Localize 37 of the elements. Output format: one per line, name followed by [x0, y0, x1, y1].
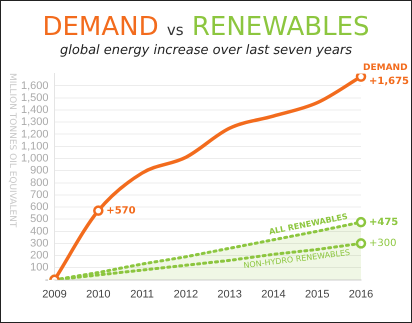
x-tick-label: 2016: [348, 288, 374, 300]
y-tick-label: 800: [30, 176, 49, 189]
text: NON-HYDRO RENEWABLES: [243, 248, 351, 270]
y-tick-label: 1,000: [20, 152, 49, 165]
y-tick-label: -: [44, 274, 49, 286]
y-tick-label: 1,200: [20, 128, 49, 140]
x-tick-label: 2014: [261, 288, 286, 300]
data-label: +1,675: [369, 76, 410, 88]
y-tick-label: 200: [30, 250, 49, 262]
data-label: +570: [106, 205, 136, 216]
y-tick-label: 500: [30, 213, 49, 226]
y-tick-label: 700: [30, 188, 49, 201]
point: [93, 205, 104, 216]
x-tick-label: 2010: [86, 288, 111, 300]
chart-title: DEMAND vs RENEWABLES: [42, 12, 370, 42]
point: [356, 238, 366, 249]
data-label: +300: [369, 238, 396, 250]
x-tick-label: 2013: [217, 288, 242, 300]
y-tick-label: 1,100: [20, 140, 49, 152]
y-tick-label: 1,300: [20, 116, 49, 128]
x-tick-label: 2011: [130, 288, 154, 300]
y-tick-label: 1,500: [20, 92, 49, 104]
x-tick-label: 2015: [304, 288, 330, 300]
chart-subtitle: global energy increase over last seven years: [59, 43, 353, 58]
y-tick-label: 1,600: [20, 80, 49, 92]
y-tick-label: 300: [30, 237, 49, 250]
x-tick-label: 2012: [174, 288, 198, 300]
y-tick-label: 1,400: [20, 104, 49, 116]
y-tick-label: 600: [30, 201, 49, 214]
y-tick-label: 400: [30, 225, 49, 238]
x-tick-label: 2009: [42, 288, 67, 300]
point: [356, 216, 366, 228]
y-tick-label: 100: [30, 262, 49, 274]
y-tick-label: 900: [30, 164, 49, 177]
point: [356, 74, 366, 82]
data-label: +475: [369, 216, 398, 228]
series-label: DEMAND: [363, 62, 408, 73]
